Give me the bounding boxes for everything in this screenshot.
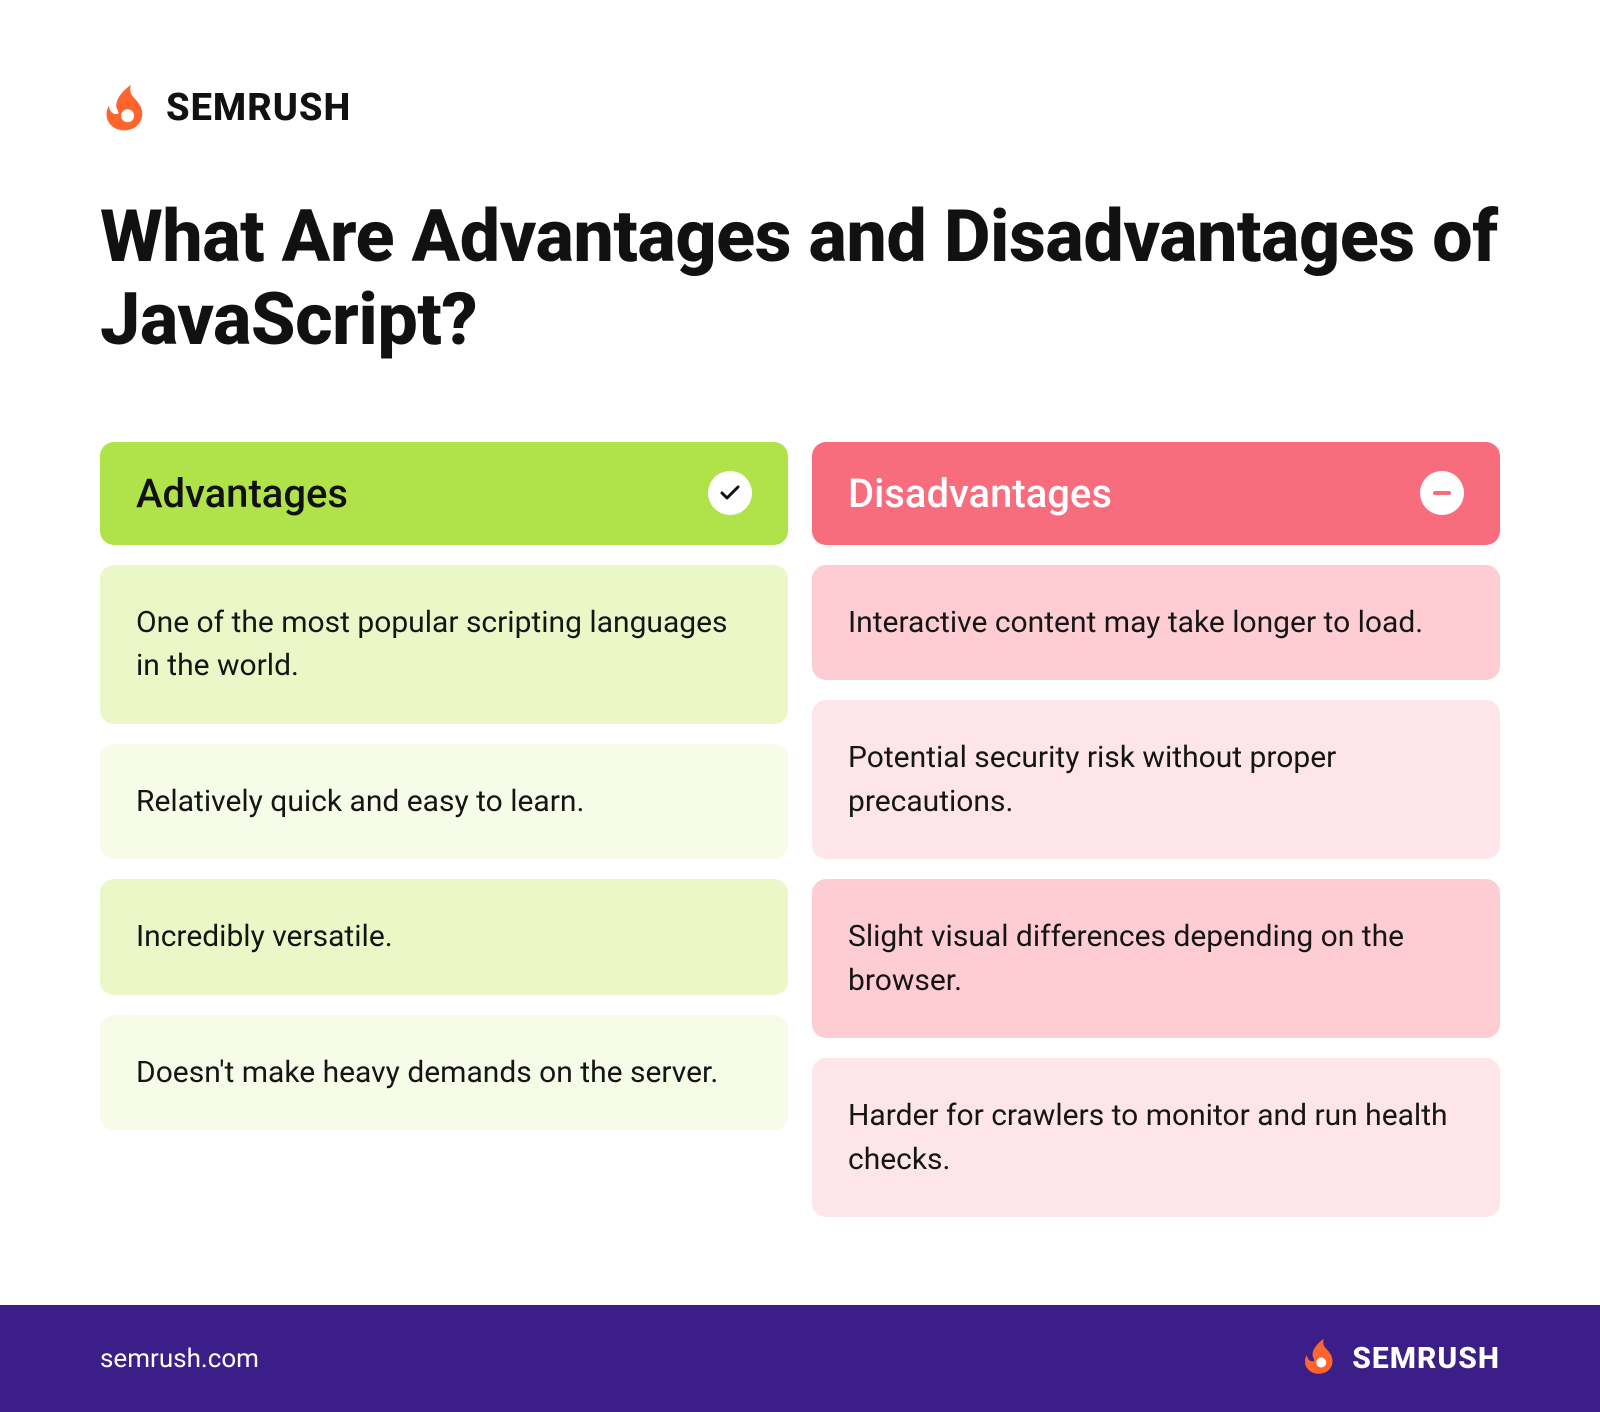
- advantage-item: Relatively quick and easy to learn.: [100, 744, 788, 860]
- footer: semrush.com SEMRUSH: [0, 1305, 1600, 1412]
- disadvantage-item: Interactive content may take longer to l…: [812, 565, 1500, 681]
- disadvantages-header-label: Disadvantages: [848, 470, 1112, 517]
- advantage-item: Doesn't make heavy demands on the server…: [100, 1015, 788, 1131]
- advantage-item: One of the most popular scripting langua…: [100, 565, 788, 724]
- page-title: What Are Advantages and Disadvantages of…: [100, 196, 1500, 362]
- disadvantage-item: Potential security risk without proper p…: [812, 700, 1500, 859]
- advantages-header-label: Advantages: [136, 470, 348, 517]
- footer-url: semrush.com: [100, 1344, 259, 1374]
- flame-icon: [100, 80, 152, 136]
- brand-logo: SEMRUSH: [100, 80, 1500, 136]
- disadvantages-column: Disadvantages Interactive content may ta…: [812, 442, 1500, 1218]
- footer-brand-name: SEMRUSH: [1352, 1341, 1500, 1376]
- advantages-header: Advantages: [100, 442, 788, 545]
- footer-logo: SEMRUSH: [1300, 1335, 1500, 1382]
- flame-icon: [1300, 1335, 1340, 1382]
- brand-name: SEMRUSH: [166, 86, 351, 130]
- comparison-table: Advantages One of the most popular scrip…: [100, 442, 1500, 1218]
- advantages-column: Advantages One of the most popular scrip…: [100, 442, 788, 1218]
- minus-icon: [1420, 471, 1464, 515]
- disadvantage-item: Slight visual differences depending on t…: [812, 879, 1500, 1038]
- disadvantage-item: Harder for crawlers to monitor and run h…: [812, 1058, 1500, 1217]
- advantage-item: Incredibly versatile.: [100, 879, 788, 995]
- disadvantages-header: Disadvantages: [812, 442, 1500, 545]
- check-icon: [708, 471, 752, 515]
